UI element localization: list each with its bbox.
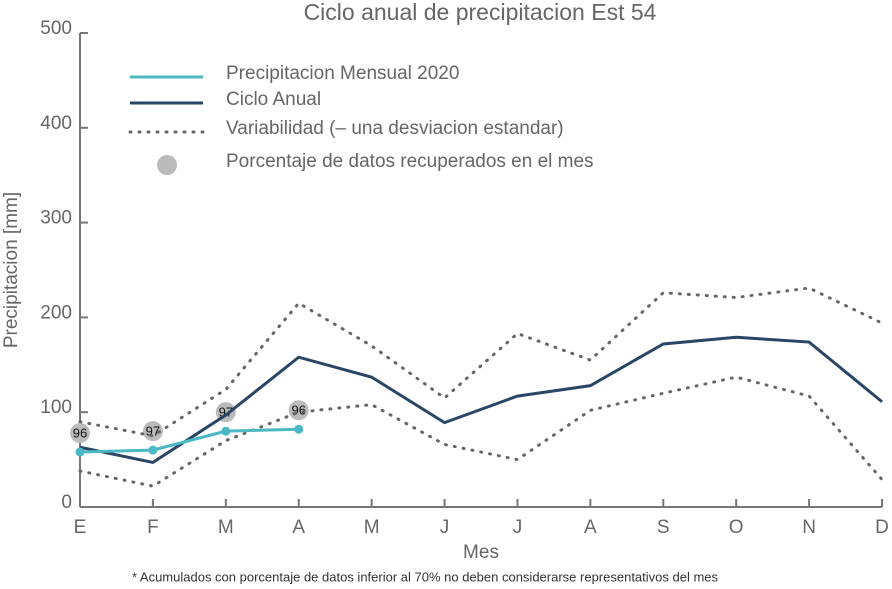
series-line [78, 286, 884, 438]
point [75, 447, 85, 457]
series-line [78, 375, 884, 488]
y-tick-label: 200 [40, 302, 72, 323]
x-tick-label: J [513, 517, 523, 538]
percent-marker [142, 421, 163, 442]
x-tick-label: O [729, 517, 744, 538]
legend-label: Variabilidad (– una desviacion estandar) [226, 118, 564, 139]
x-tick-label: A [584, 517, 597, 538]
x-tick-label: N [802, 517, 816, 538]
chart-title: Ciclo anual de precipitacion Est 54 [304, 0, 657, 25]
x-tick-label: M [364, 517, 380, 538]
percent-label: 97 [146, 424, 160, 439]
y-tick-label: 500 [40, 18, 72, 39]
x-tick-label: F [147, 517, 159, 538]
x-axis-label: Mes [463, 542, 499, 563]
legend-marker [157, 155, 177, 175]
y-tick-label: 400 [40, 113, 72, 134]
x-tick-label: J [440, 517, 450, 538]
point [221, 426, 231, 436]
percent-label: 96 [73, 425, 87, 440]
legend-label: Ciclo Anual [226, 89, 321, 110]
x-tick-label: E [74, 517, 87, 538]
legend-label: Precipitacion Mensual 2020 [226, 63, 459, 84]
y-tick-label: 0 [61, 492, 72, 513]
series-line [79, 427, 299, 454]
x-tick-label: S [657, 517, 670, 538]
point [294, 424, 304, 434]
x-tick-label: M [218, 517, 234, 538]
percent-marker [288, 400, 309, 421]
point [148, 445, 158, 455]
x-tick-label: D [875, 517, 889, 538]
y-tick-label: 100 [40, 397, 72, 418]
x-tick-label: A [292, 517, 305, 538]
footnote: * Acumulados con porcentaje de datos inf… [132, 569, 719, 584]
series-line [79, 335, 883, 465]
legend-label: Porcentaje de datos recuperados en el me… [226, 151, 594, 172]
y-axis-label: Precipitacion [mm] [1, 192, 22, 348]
percent-marker [70, 423, 90, 444]
y-tick-label: 300 [40, 208, 72, 229]
